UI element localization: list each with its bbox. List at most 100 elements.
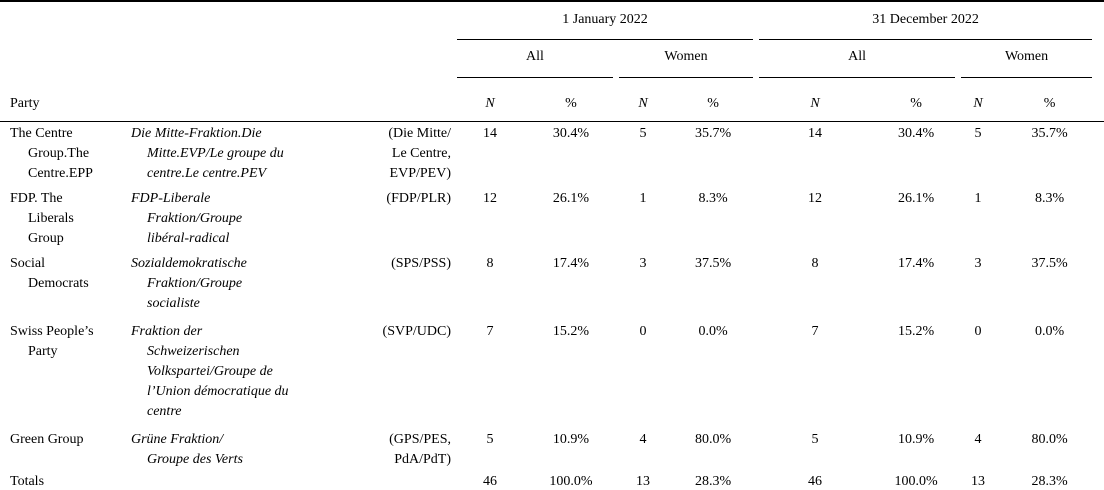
party-name: Social Democrats <box>10 256 89 291</box>
value-cell: 8 <box>811 256 819 271</box>
subgroup-header-row: All Women All Women <box>0 42 1104 80</box>
n-column-header: N <box>619 80 667 122</box>
total-value-cell: 100.0% <box>894 474 938 489</box>
table-row: The Centre Group.The Centre.EPP Die Mitt… <box>0 122 1104 188</box>
pct-column-header: % <box>667 80 760 122</box>
subgroup-label: All <box>457 42 613 78</box>
party-name: Swiss People’s Party <box>10 324 94 359</box>
value-cell: 3 <box>639 256 647 271</box>
empty-cell <box>300 470 457 490</box>
table-row: FDP. The Liberals Group FDP-Liberale Fra… <box>0 187 1104 252</box>
value-cell: 37.5% <box>694 256 732 271</box>
value-cell: 80.0% <box>1031 432 1068 447</box>
value-cell: 5 <box>974 126 982 141</box>
value-cell: 14 <box>808 126 823 141</box>
party-name: FDP. The Liberals Group <box>10 191 74 246</box>
subgroup-label: All <box>759 42 956 78</box>
subgroup-all-2: All <box>759 42 961 80</box>
value-cell: 17.4% <box>552 256 590 271</box>
value-cell: 8.3% <box>1034 191 1065 206</box>
value-cell: 26.1% <box>552 191 590 206</box>
pct-column-header: % <box>995 80 1104 122</box>
subgroup-label: Women <box>961 42 1093 78</box>
value-cell: 35.7% <box>1031 126 1068 141</box>
value-cell: 5 <box>486 432 494 447</box>
party-native-name: FDP-Liberale Fraktion/Groupe libéral-rad… <box>131 191 243 246</box>
measure-header-row: N % N % N % N % <box>0 80 1104 122</box>
total-value-cell: 28.3% <box>1031 474 1068 489</box>
value-cell: 0 <box>639 324 647 339</box>
value-cell: 15.2% <box>897 324 935 339</box>
value-cell: 37.5% <box>1031 256 1068 271</box>
value-cell: 5 <box>639 126 647 141</box>
total-value-cell: 28.3% <box>694 474 732 489</box>
value-cell: 35.7% <box>694 126 732 141</box>
value-cell: 1 <box>974 191 982 206</box>
subgroup-women-2: Women <box>961 42 1104 80</box>
table-row: Swiss People’s Party Fraktion der Schwei… <box>0 320 1104 428</box>
value-cell: 7 <box>811 324 819 339</box>
party-abbreviation: (GPS/PES, PdA/PdT) <box>389 432 451 467</box>
empty-cell <box>131 470 300 490</box>
party-abbreviation: (SVP/UDC) <box>382 324 451 339</box>
value-cell: 80.0% <box>694 432 732 447</box>
party-abbreviation: (FDP/PLR) <box>386 191 451 206</box>
total-value-cell: 46 <box>483 474 497 489</box>
value-cell: 0 <box>974 324 982 339</box>
value-cell: 7 <box>486 324 494 339</box>
value-cell: 30.4% <box>552 126 590 141</box>
totals-row: Totals 46 100.0% 13 28.3% 46 100.0% 13 2… <box>0 470 1104 490</box>
value-cell: 4 <box>639 432 647 447</box>
value-cell: 0.0% <box>698 324 728 339</box>
date-group-1-jan: 1 January 2022 <box>457 1 759 42</box>
value-cell: 26.1% <box>897 191 935 206</box>
value-cell: 8 <box>486 256 494 271</box>
value-cell: 12 <box>483 191 497 206</box>
date-group-header-row: Party 1 January 2022 31 December 2022 <box>0 1 1104 122</box>
date-group-label: 1 January 2022 <box>457 2 754 40</box>
subgroup-women-1: Women <box>619 42 759 80</box>
date-group-31-dec: 31 December 2022 <box>759 1 1104 42</box>
table-body: The Centre Group.The Centre.EPP Die Mitt… <box>0 122 1104 490</box>
total-value-cell: 13 <box>636 474 650 489</box>
table-row: Social Democrats Sozialdemokratische Fra… <box>0 252 1104 320</box>
value-cell: 3 <box>974 256 982 271</box>
party-name: Green Group <box>10 432 84 447</box>
party-abbreviation: (Die Mitte/ Le Centre, EVP/PEV) <box>388 126 451 181</box>
value-cell: 17.4% <box>897 256 935 271</box>
value-cell: 12 <box>808 191 823 206</box>
value-cell: 14 <box>483 126 497 141</box>
value-cell: 4 <box>974 432 982 447</box>
subgroup-all-1: All <box>457 42 619 80</box>
party-native-name: Fraktion der Schweizerischen Volkspartei… <box>131 324 289 419</box>
party-name: The Centre Group.The Centre.EPP <box>10 126 93 181</box>
value-cell: 15.2% <box>552 324 590 339</box>
value-cell: 1 <box>639 191 647 206</box>
total-value-cell: 100.0% <box>549 474 593 489</box>
pct-column-header: % <box>523 80 619 122</box>
n-column-header: N <box>961 80 996 122</box>
pct-column-header: % <box>871 80 962 122</box>
party-abbreviation: (SPS/PSS) <box>391 256 451 271</box>
subgroup-label: Women <box>619 42 754 78</box>
date-group-label: 31 December 2022 <box>759 2 1093 40</box>
value-cell: 10.9% <box>897 432 935 447</box>
total-value-cell: 46 <box>808 474 823 489</box>
value-cell: 5 <box>811 432 819 447</box>
totals-label: Totals <box>10 474 45 489</box>
value-cell: 8.3% <box>698 191 728 206</box>
n-column-header: N <box>457 80 523 122</box>
table-header: Party 1 January 2022 31 December 2022 Al… <box>0 1 1104 122</box>
value-cell: 10.9% <box>552 432 590 447</box>
value-cell: 0.0% <box>1034 324 1065 339</box>
total-value-cell: 13 <box>971 474 986 489</box>
party-native-name: Sozialdemokratische Fraktion/Groupe soci… <box>131 256 247 311</box>
party-native-name: Grüne Fraktion/ Groupe des Verts <box>131 432 243 467</box>
party-native-name: Die Mitte-Fraktion.Die Mitte.EVP/Le grou… <box>131 126 284 181</box>
party-column-header: Party <box>0 1 457 122</box>
n-column-header: N <box>759 80 872 122</box>
table-row: Green Group Grüne Fraktion/ Groupe des V… <box>0 428 1104 470</box>
value-cell: 30.4% <box>897 126 935 141</box>
